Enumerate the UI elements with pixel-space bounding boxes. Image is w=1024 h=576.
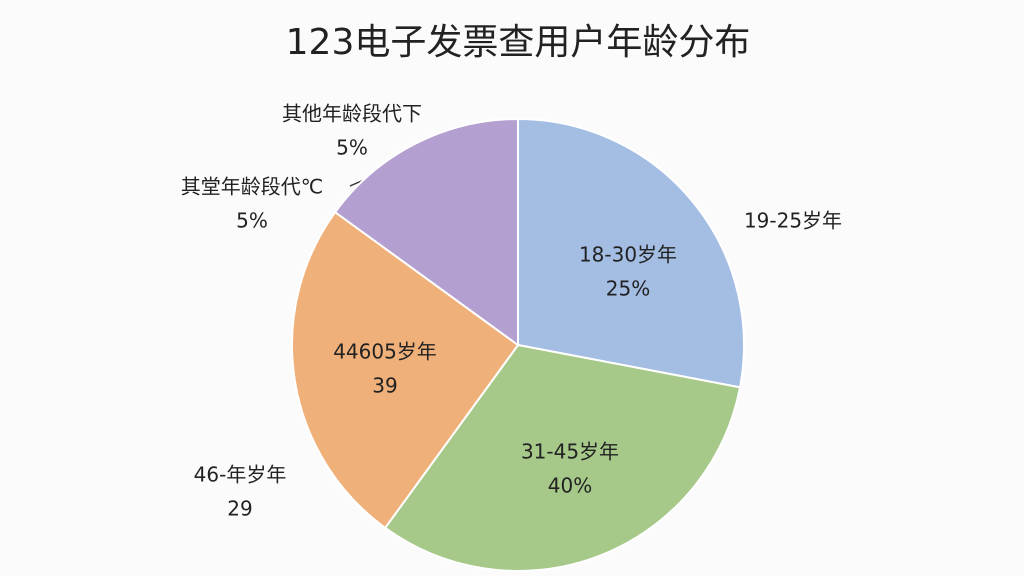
annotation: 46-年岁年 [194,463,287,487]
annotation: 44605岁年 [333,340,437,364]
pie-slice [291,210,520,530]
annotation: 18-30岁年 [579,243,677,267]
annotation: 25% [606,277,650,301]
annotation: 5% [336,136,368,160]
annotations: 其他年龄段代下 5% 其堂年龄段代℃ 5% 19-25岁年 18-30岁年 25% 44605… [181,102,842,521]
pie-slice [383,343,742,572]
annotation: 19-25岁年 [744,209,842,233]
annotation: 其他年龄段代下 [282,102,422,126]
annotation: 40% [548,474,592,498]
pie-slice [333,117,519,347]
annotation: 39 [372,374,397,398]
pie [291,117,745,572]
annotation: 29 [227,497,252,521]
annotation: 31-45岁年 [521,440,619,464]
annotation: 5% [236,209,268,233]
annotation: 其堂年龄段代℃ [181,175,323,199]
pie-slice [517,117,745,389]
chart-title: 123电子发票查用户年龄分布 [286,22,751,63]
